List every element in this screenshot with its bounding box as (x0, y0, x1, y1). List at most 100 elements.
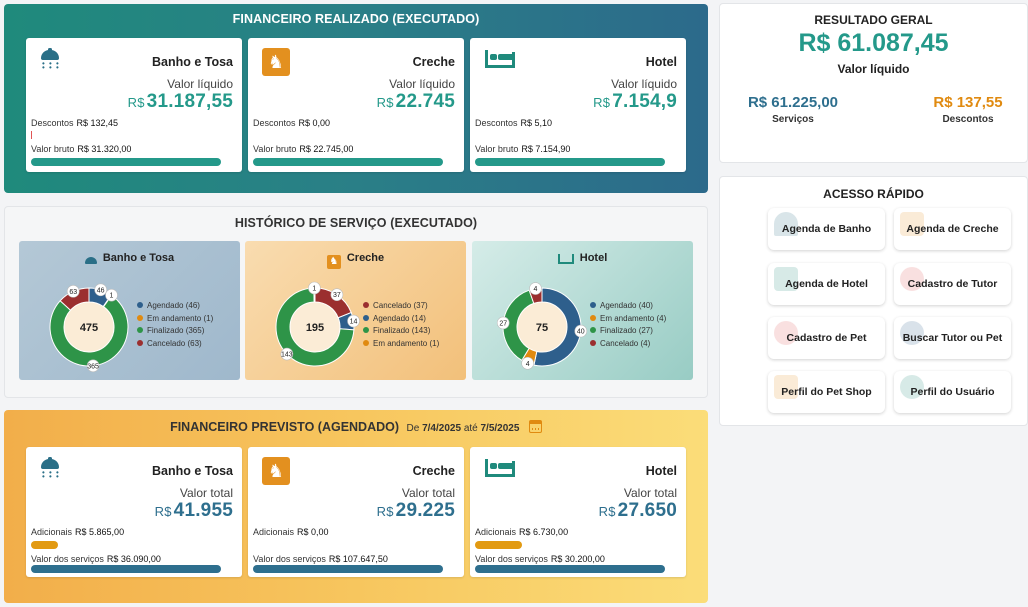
cadastro-pet-button[interactable]: Cadastro de Pet (768, 317, 885, 359)
data-label: 4 (529, 282, 542, 295)
realizado-card-creche[interactable]: ♞ Creche Valor líquido R$ 22.745 Desconto… (248, 38, 464, 172)
financeiro-previsto-header: FINANCEIRO PREVISTO (AGENDADO) De 7/4/20… (4, 420, 708, 434)
valor-bruto-bar (475, 158, 665, 166)
descontos-line: Descontos R$ 0,00 (253, 118, 331, 128)
value-label: Valor líquido (611, 77, 677, 91)
svg-text:4: 4 (526, 361, 530, 368)
descontos-summary: R$ 137,55 Descontos (933, 94, 1003, 125)
card-name: Banho e Tosa (151, 55, 233, 69)
valor-bruto-line: Valor bruto R$ 22.745,00 (253, 144, 354, 154)
shower-icon: • • • • • • (40, 48, 60, 72)
date-range[interactable]: De 7/4/2025 até 7/5/2025 (406, 423, 520, 434)
legend-item: Em andamento (1) (137, 313, 213, 326)
donut-chart-hotel: 40 4 27 4 75 (496, 282, 588, 370)
value-label: Valor total (623, 486, 677, 500)
cadastro-tutor-button[interactable]: Cadastro de Tutor (894, 263, 1011, 305)
valor-bruto-line: Valor bruto R$ 31.320,00 (31, 144, 132, 154)
legend-item: Finalizado (27) (590, 325, 666, 338)
financeiro-realizado-panel: FINANCEIRO REALIZADO (EXECUTADO) • • • • … (4, 4, 708, 193)
financeiro-realizado-title: FINANCEIRO REALIZADO (EXECUTADO) (232, 12, 480, 26)
paw-icon (774, 321, 798, 345)
resultado-title: RESULTADO GERAL (814, 13, 933, 27)
previsto-card-creche[interactable]: ♞ Creche Valor total R$ 29.225 Adicionais… (248, 447, 464, 577)
svg-text:46: 46 (97, 287, 105, 294)
valor-servicos-bar (31, 565, 221, 573)
descontos-bar (31, 131, 32, 139)
donut-total: 75 (536, 322, 548, 334)
donut-total: 475 (80, 322, 98, 334)
card-name: Banho e Tosa (151, 464, 233, 478)
value-main: R$ 31.187,55 (127, 91, 233, 112)
adicionais-line: Adicionais R$ 5.865,00 (31, 527, 125, 537)
adicionais-bar (31, 541, 58, 549)
legend-item: Em andamento (4) (590, 313, 666, 326)
historico-card-title: Hotel (472, 252, 693, 267)
value-label: Valor total (179, 486, 233, 500)
card-name: Hotel (645, 55, 677, 69)
servicos-summary: R$ 61.225,00 Serviços (747, 94, 839, 125)
rocking-horse-icon: ♞ (262, 457, 290, 485)
donut-slice-finalizado[interactable] (275, 287, 355, 367)
data-label: 46 (94, 283, 107, 297)
legend-item: Agendado (14) (363, 313, 439, 326)
perfil-pet-shop-button[interactable]: Perfil do Pet Shop (768, 371, 885, 413)
add-user-icon (900, 267, 924, 291)
donut-chart-banho: 46 1 365 63 475 (49, 283, 129, 373)
valor-bruto-bar (253, 158, 443, 166)
calendar-icon[interactable] (528, 420, 542, 433)
realizado-card-hotel[interactable]: Hotel Valor líquido R$ 7.154,9 Descontos R… (470, 38, 686, 172)
data-label: 37 (330, 288, 344, 302)
adicionais-bar (475, 541, 522, 549)
user-icon (900, 375, 924, 399)
shower-icon (84, 255, 97, 267)
acesso-rapido-title: ACESSO RÁPIDO (823, 187, 924, 201)
resultado-label: Valor líquido (837, 62, 910, 76)
legend-item: Cancelado (63) (137, 338, 213, 351)
valor-servicos-line: Valor dos serviços R$ 36.090,00 (31, 554, 161, 564)
historico-card-hotel[interactable]: Hotel 40 4 27 4 75 Agendado (40) Em andament… (472, 241, 693, 380)
value-main: R$ 29.225 (376, 500, 455, 521)
historico-card-creche[interactable]: ♞ Creche 37 14 143 1 195 Cancelado (37) Agend… (245, 241, 466, 380)
card-name: Creche (412, 55, 455, 69)
card-name: Hotel (645, 464, 677, 478)
chart-legend: Agendado (40) Em andamento (4) Finalizad… (590, 300, 666, 350)
data-label: 40 (574, 324, 588, 338)
descontos-line: Descontos R$ 132,45 (31, 118, 119, 128)
legend-item: Em andamento (1) (363, 338, 439, 351)
valor-bruto-bar (31, 158, 221, 166)
previsto-card-hotel[interactable]: Hotel Valor total R$ 27.650 Adicionais R$ … (470, 447, 686, 577)
bed-icon (557, 254, 574, 267)
agenda-banho-button[interactable]: Agenda de Banho (768, 208, 885, 250)
historico-card-title: ♞ Creche (245, 252, 466, 269)
chart-legend: Cancelado (37) Agendado (14) Finalizado … (363, 300, 439, 350)
data-label: 27 (496, 316, 510, 330)
realizado-card-banho[interactable]: • • • • • • Banho e Tosa Valor líquido R$… (26, 38, 242, 172)
value-label: Valor líquido (167, 77, 233, 91)
data-label: 14 (347, 314, 360, 328)
data-label: 365 (86, 359, 100, 373)
financeiro-previsto-title: FINANCEIRO PREVISTO (AGENDADO) (170, 420, 400, 434)
donut-slice-agendado[interactable] (533, 287, 582, 367)
legend-item: Agendado (40) (590, 300, 666, 313)
legend-item: Finalizado (143) (363, 325, 439, 338)
search-icon (900, 321, 924, 345)
legend-item: Cancelado (37) (363, 300, 439, 313)
donut-slice-finalizado[interactable] (49, 294, 129, 367)
svg-text:1: 1 (110, 293, 114, 300)
bed-icon (774, 267, 798, 291)
chart-legend: Agendado (46) Em andamento (1) Finalizad… (137, 300, 213, 350)
historico-card-title: Banho e Tosa (19, 252, 240, 267)
agenda-hotel-button[interactable]: Agenda de Hotel (768, 263, 885, 305)
value-main: R$ 41.955 (154, 500, 233, 521)
value-label: Valor total (401, 486, 455, 500)
donut-chart-creche: 37 14 143 1 195 (275, 281, 360, 367)
historico-card-banho[interactable]: Banho e Tosa 46 1 365 63 475 Agendado (46) E… (19, 241, 240, 380)
shower-icon (774, 212, 798, 236)
agenda-creche-button[interactable]: Agenda de Creche (894, 208, 1011, 250)
card-name: Creche (412, 464, 455, 478)
descontos-line: Descontos R$ 5,10 (475, 118, 553, 128)
previsto-card-banho[interactable]: • • • • • • Banho e Tosa Valor total R$ 41… (26, 447, 242, 577)
perfil-usuario-button[interactable]: Perfil do Usuário (894, 371, 1011, 413)
donut-center (517, 302, 567, 352)
buscar-tutor-pet-button[interactable]: Buscar Tutor ou Pet (894, 317, 1011, 359)
